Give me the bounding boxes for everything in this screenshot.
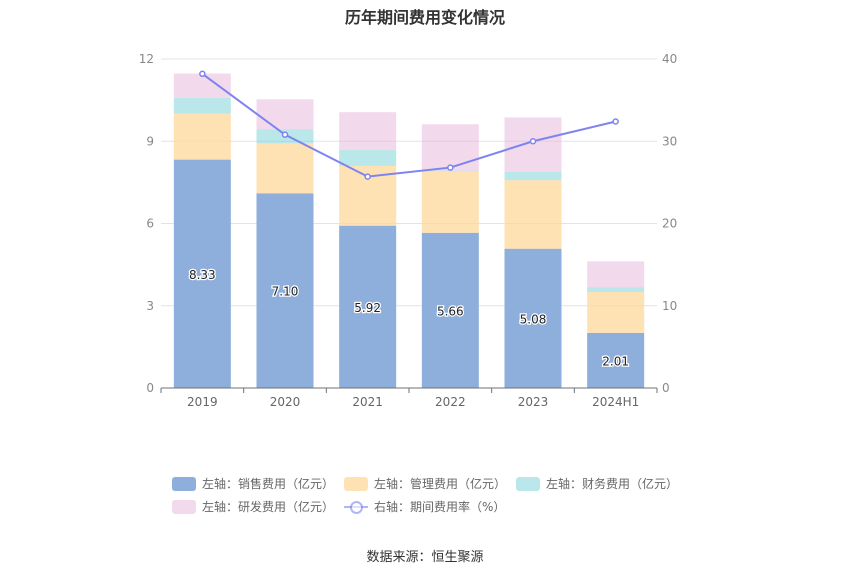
expense-ratio-point bbox=[529, 138, 537, 145]
bar-data-label: 8.33 bbox=[189, 268, 216, 282]
chart-legend: 左轴：销售费用（亿元） 左轴：管理费用（亿元） 左轴：财务费用（亿元） 左轴：研… bbox=[172, 472, 692, 518]
x-tick-label: 2021 bbox=[352, 395, 383, 409]
expense-ratio-point bbox=[612, 118, 619, 125]
legend-item-sales[interactable]: 左轴：销售费用（亿元） bbox=[172, 475, 344, 492]
bar-segment bbox=[173, 159, 231, 388]
legend-label-admin: 左轴：管理费用（亿元） bbox=[374, 477, 507, 491]
y-left-tick-label: 0 bbox=[146, 381, 154, 395]
bar-segment bbox=[421, 124, 479, 171]
x-tick-label: 2023 bbox=[518, 395, 549, 409]
data-source: 数据来源：恒生聚源 bbox=[366, 550, 484, 565]
expense-ratio-point bbox=[199, 70, 206, 78]
bar-segment bbox=[339, 150, 397, 166]
legend-item-rd[interactable]: 左轴：研发费用（亿元） bbox=[172, 498, 344, 515]
y-left-tick-label: 6 bbox=[146, 217, 154, 231]
legend-label-expense-ratio: 右轴：期间费用率（%） bbox=[374, 500, 506, 514]
bar-segment bbox=[504, 248, 562, 388]
bar-segment bbox=[173, 73, 231, 98]
expense-ratio-line bbox=[201, 72, 616, 178]
legend-swatch-sales bbox=[172, 476, 196, 491]
bar-data-label: 5.66 bbox=[437, 304, 464, 318]
y-right-tick-label: 0 bbox=[662, 381, 670, 395]
y-left-tick-label: 3 bbox=[146, 299, 154, 313]
bar-segment bbox=[173, 97, 231, 114]
legend-label-finance: 左轴：财务费用（亿元） bbox=[546, 477, 679, 491]
x-tick-label: 2022 bbox=[435, 395, 466, 409]
bar-segment bbox=[504, 171, 562, 181]
legend-item-finance[interactable]: 左轴：财务费用（亿元） bbox=[516, 475, 688, 492]
bar-segment bbox=[504, 117, 562, 172]
bar-data-label: 5.08 bbox=[520, 312, 547, 326]
expense-ratio-point bbox=[364, 173, 371, 180]
legend-swatch-rd bbox=[172, 499, 196, 514]
x-tick-label: 2019 bbox=[187, 395, 218, 409]
y-right-tick-label: 40 bbox=[662, 52, 677, 66]
bar-segment bbox=[421, 170, 479, 172]
legend-label-sales: 左轴：销售费用（亿元） bbox=[202, 477, 335, 491]
legend-swatch-finance bbox=[516, 476, 540, 491]
legend-label-rd: 左轴：研发费用（亿元） bbox=[202, 500, 335, 514]
bar-segment bbox=[339, 112, 397, 151]
y-left-tick-label: 12 bbox=[139, 52, 154, 66]
bar-segment bbox=[504, 180, 562, 249]
chart-title: 历年期间费用变化情况 bbox=[344, 8, 505, 27]
bar-data-label: 7.10 bbox=[272, 285, 299, 299]
legend-swatch-admin bbox=[344, 476, 368, 491]
legend-item-admin[interactable]: 左轴：管理费用（亿元） bbox=[344, 475, 516, 492]
legend-item-expense-ratio[interactable]: 右轴：期间费用率（%） bbox=[344, 498, 516, 515]
legend-row: 左轴：研发费用（亿元） 右轴：期间费用率（%） bbox=[172, 495, 692, 518]
y-right-tick-label: 30 bbox=[662, 134, 677, 148]
bar-segment bbox=[421, 171, 479, 233]
y-right-tick-label: 20 bbox=[662, 217, 677, 231]
bar-segment bbox=[256, 99, 314, 130]
bar-segment bbox=[587, 332, 645, 388]
bar-segment bbox=[173, 113, 231, 160]
expense-ratio-point bbox=[447, 164, 454, 171]
bar-segment bbox=[256, 143, 314, 194]
x-tick-label: 2024H1 bbox=[592, 395, 639, 409]
legend-swatch-expense-ratio bbox=[344, 500, 368, 514]
x-tick-label: 2020 bbox=[270, 395, 301, 409]
bar-segment bbox=[587, 287, 645, 293]
bar-segment bbox=[256, 193, 314, 388]
y-right-tick-label: 10 bbox=[662, 299, 677, 313]
expense-ratio-point bbox=[281, 131, 289, 138]
bar-data-label: 5.92 bbox=[354, 301, 381, 315]
bar-segment bbox=[339, 225, 397, 388]
y-left-tick-label: 9 bbox=[146, 134, 154, 148]
legend-row: 左轴：销售费用（亿元） 左轴：管理费用（亿元） 左轴：财务费用（亿元） bbox=[172, 472, 692, 495]
bar-data-label: 2.01 bbox=[602, 354, 629, 368]
bar-segment bbox=[421, 232, 479, 388]
bar-segment bbox=[587, 261, 645, 288]
bar-segment bbox=[587, 292, 645, 333]
